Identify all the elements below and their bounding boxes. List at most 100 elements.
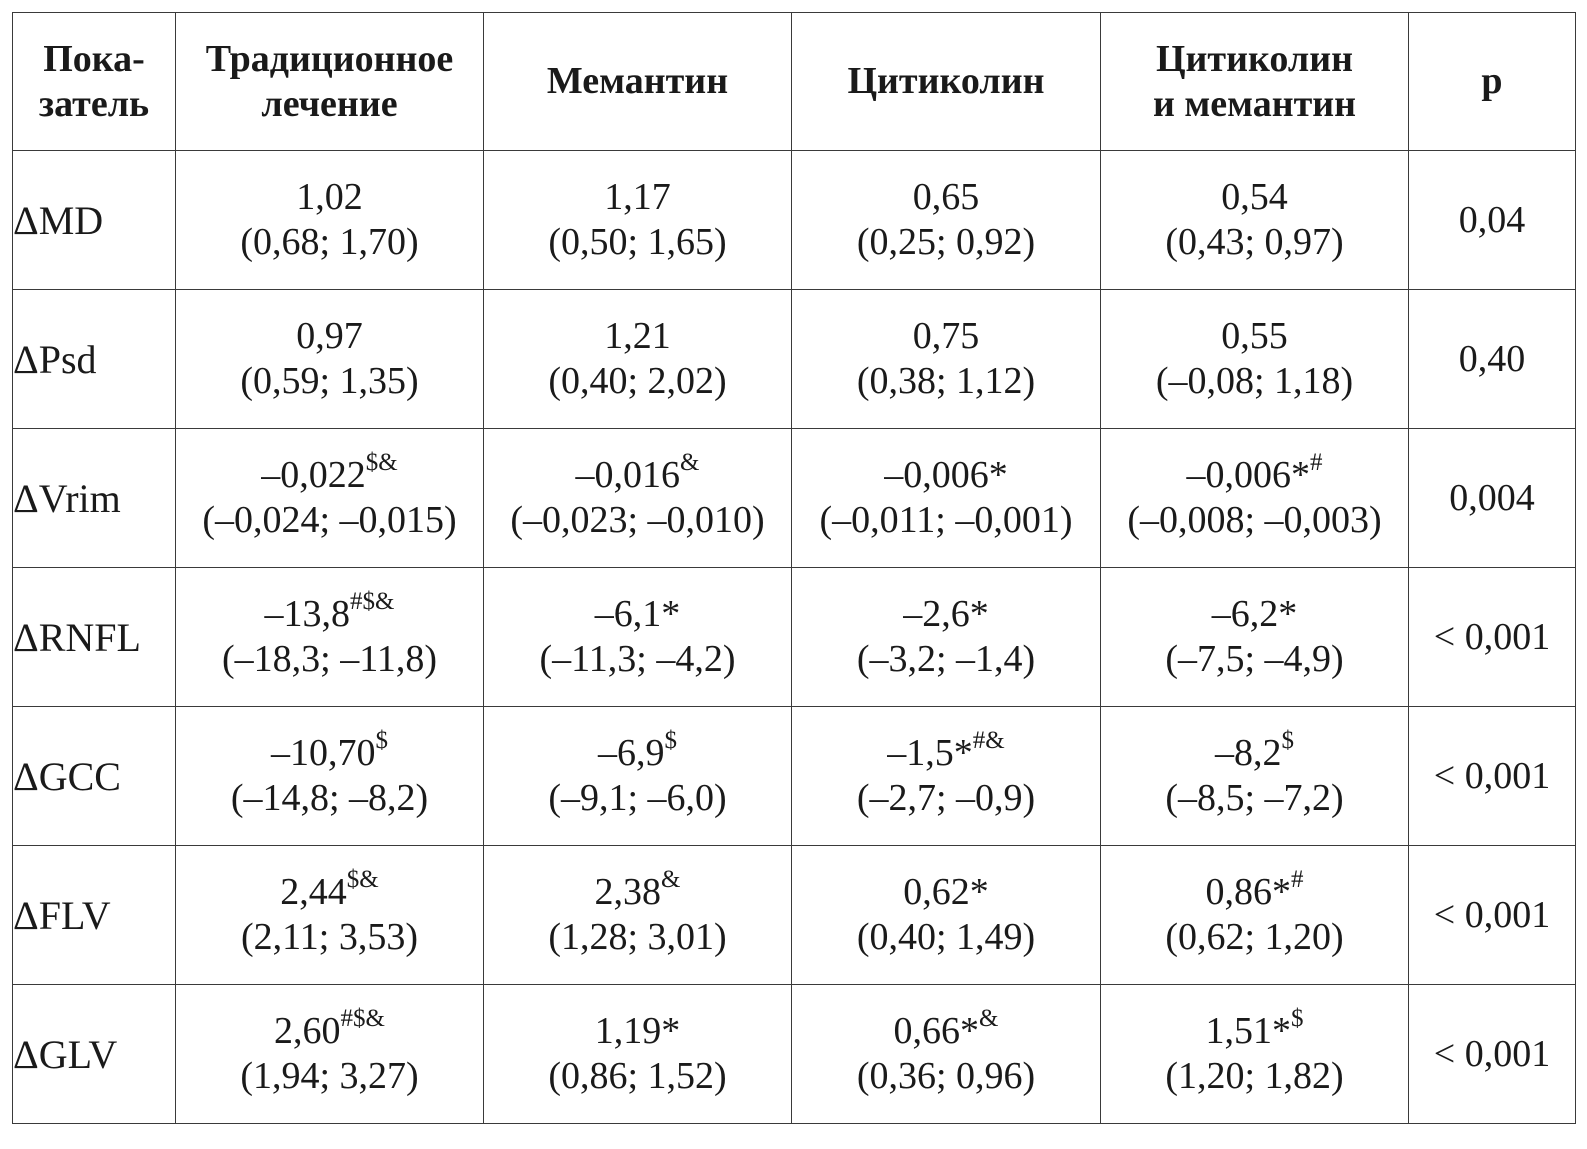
significance-mark: & xyxy=(680,449,700,477)
interquartile-range: (–11,3; –4,2) xyxy=(539,638,736,680)
median-value: –8,2$ xyxy=(1215,727,1294,774)
median-value: –0,006*# xyxy=(1186,449,1323,496)
interquartile-range: (–18,3; –11,8) xyxy=(222,638,437,680)
interquartile-range: (0,86; 1,52) xyxy=(548,1055,727,1097)
significance-mark: # xyxy=(1310,449,1323,477)
header-citicoline-memantine: Цитиколин и мемантин xyxy=(1100,12,1409,151)
p-value-cell: < 0,001 xyxy=(1408,567,1576,707)
median-value: 0,54 xyxy=(1221,176,1288,218)
median-value: –1,5*#& xyxy=(887,727,1005,774)
value-cell: 1,21 (0,40; 2,02) xyxy=(483,289,792,429)
median-value: –0,022$& xyxy=(261,449,398,496)
median-value: –6,9$ xyxy=(598,727,677,774)
interquartile-range: (0,25; 0,92) xyxy=(856,221,1036,263)
significance-mark: & xyxy=(979,1005,999,1033)
header-line: Традиционное xyxy=(205,37,454,80)
median-value: 0,97 xyxy=(296,315,363,357)
median-value: 1,17 xyxy=(604,176,671,218)
value-cell: –1,5*#& (–2,7; –0,9) xyxy=(791,706,1101,846)
value-cell: 0,97 (0,59; 1,35) xyxy=(175,289,484,429)
interquartile-range: (0,59; 1,35) xyxy=(240,360,419,402)
value-cell: –8,2$ (–8,5; –7,2) xyxy=(1100,706,1409,846)
interquartile-range: (–7,5; –4,9) xyxy=(1165,638,1344,680)
value-cell: 0,66*& (0,36; 0,96) xyxy=(791,984,1101,1124)
interquartile-range: (–8,5; –7,2) xyxy=(1165,777,1344,819)
value-cell: –13,8#$& (–18,3; –11,8) xyxy=(175,567,484,707)
indicator-cell: ΔFLV xyxy=(12,845,176,985)
indicator-cell: ΔRNFL xyxy=(12,567,176,707)
p-value-cell: < 0,001 xyxy=(1408,984,1576,1124)
value-cell: –0,006*# (–0,008; –0,003) xyxy=(1100,428,1409,568)
p-value-cell: 0,04 xyxy=(1408,150,1576,290)
interquartile-range: (–3,2; –1,4) xyxy=(856,638,1036,680)
interquartile-range: (–2,7; –0,9) xyxy=(856,777,1036,819)
interquartile-range: (0,50; 1,65) xyxy=(548,221,727,263)
value-cell: 1,17 (0,50; 1,65) xyxy=(483,150,792,290)
median-value: –0,016& xyxy=(575,449,700,496)
interquartile-range: (–0,008; –0,003) xyxy=(1127,499,1382,541)
value-cell: 1,51*$ (1,20; 1,82) xyxy=(1100,984,1409,1124)
interquartile-range: (0,36; 0,96) xyxy=(856,1055,1036,1097)
median-value: –0,006* xyxy=(884,454,1008,496)
value-cell: –6,1* (–11,3; –4,2) xyxy=(483,567,792,707)
indicator-cell: ΔGLV xyxy=(12,984,176,1124)
header-row: Пока- затель Традиционное лечение Мемант… xyxy=(12,12,1576,151)
value-cell: 0,65 (0,25; 0,92) xyxy=(791,150,1101,290)
median-value: 0,66*& xyxy=(893,1005,999,1052)
interquartile-range: (–14,8; –8,2) xyxy=(230,777,429,819)
interquartile-range: (2,11; 3,53) xyxy=(241,916,418,958)
median-value: 1,51*$ xyxy=(1205,1005,1304,1052)
significance-mark: & xyxy=(661,866,681,894)
median-value: 2,38& xyxy=(594,866,681,913)
value-cell: 0,75 (0,38; 1,12) xyxy=(791,289,1101,429)
median-value: –2,6* xyxy=(903,593,989,635)
header-line: затель xyxy=(38,82,150,125)
value-cell: –0,006* (–0,011; –0,001) xyxy=(791,428,1101,568)
header-line: Цитиколин xyxy=(1155,37,1353,80)
p-value-cell: < 0,001 xyxy=(1408,845,1576,985)
header-memantine: Мемантин xyxy=(483,12,792,151)
interquartile-range: (1,28; 3,01) xyxy=(548,916,727,958)
header-line: лечение xyxy=(261,82,398,125)
table-row: ΔPsd 0,97 (0,59; 1,35) 1,21 (0,40; 2,02) 0… xyxy=(12,289,1576,429)
results-table: Пока- затель Традиционное лечение Мемант… xyxy=(12,12,1576,1124)
indicator-cell: ΔGCC xyxy=(12,706,176,846)
p-value-cell: < 0,001 xyxy=(1408,706,1576,846)
table-row: ΔGLV 2,60#$& (1,94; 3,27) 1,19* (0,86; 1,5… xyxy=(12,984,1576,1124)
table-row: ΔFLV 2,44$& (2,11; 3,53) 2,38& (1,28; 3,01… xyxy=(12,845,1576,985)
value-cell: 1,19* (0,86; 1,52) xyxy=(483,984,792,1124)
value-cell: –2,6* (–3,2; –1,4) xyxy=(791,567,1101,707)
value-cell: –6,2* (–7,5; –4,9) xyxy=(1100,567,1409,707)
value-cell: 1,02 (0,68; 1,70) xyxy=(175,150,484,290)
significance-mark: #& xyxy=(972,727,1005,755)
median-value: –6,2* xyxy=(1211,593,1298,635)
median-value: 2,44$& xyxy=(280,866,379,913)
table-row: ΔGCC –10,70$ (–14,8; –8,2) –6,9$ (–9,1; –6… xyxy=(12,706,1576,846)
interquartile-range: (–0,023; –0,010) xyxy=(510,499,765,541)
value-cell: 0,86*# (0,62; 1,20) xyxy=(1100,845,1409,985)
significance-mark: $ xyxy=(664,727,678,755)
header-p-value: p xyxy=(1408,12,1576,151)
interquartile-range: (1,94; 3,27) xyxy=(240,1055,419,1097)
header-indicator: Пока- затель xyxy=(12,12,176,151)
median-value: 0,75 xyxy=(912,315,980,357)
median-value: 1,19* xyxy=(594,1010,681,1052)
median-value: 2,60#$& xyxy=(274,1005,385,1052)
interquartile-range: (0,68; 1,70) xyxy=(240,221,419,263)
table-row: ΔRNFL –13,8#$& (–18,3; –11,8) –6,1* (–11,3… xyxy=(12,567,1576,707)
interquartile-range: (1,20; 1,82) xyxy=(1165,1055,1344,1097)
header-traditional-treatment: Традиционное лечение xyxy=(175,12,484,151)
table-row: ΔVrim –0,022$& (–0,024; –0,015) –0,016& (–… xyxy=(12,428,1576,568)
significance-mark: #$& xyxy=(350,588,395,616)
interquartile-range: (0,38; 1,12) xyxy=(856,360,1036,402)
median-value: 0,65 xyxy=(912,176,980,218)
header-line: Цитиколин xyxy=(847,60,1045,102)
significance-mark: $ xyxy=(1281,727,1295,755)
interquartile-range: (–0,08; 1,18) xyxy=(1155,360,1354,402)
indicator-cell: ΔVrim xyxy=(12,428,176,568)
significance-mark: $& xyxy=(365,449,398,477)
median-value: 1,21 xyxy=(604,315,671,357)
median-value: –13,8#$& xyxy=(264,588,395,635)
interquartile-range: (0,40; 2,02) xyxy=(548,360,727,402)
header-line: p xyxy=(1481,60,1503,102)
